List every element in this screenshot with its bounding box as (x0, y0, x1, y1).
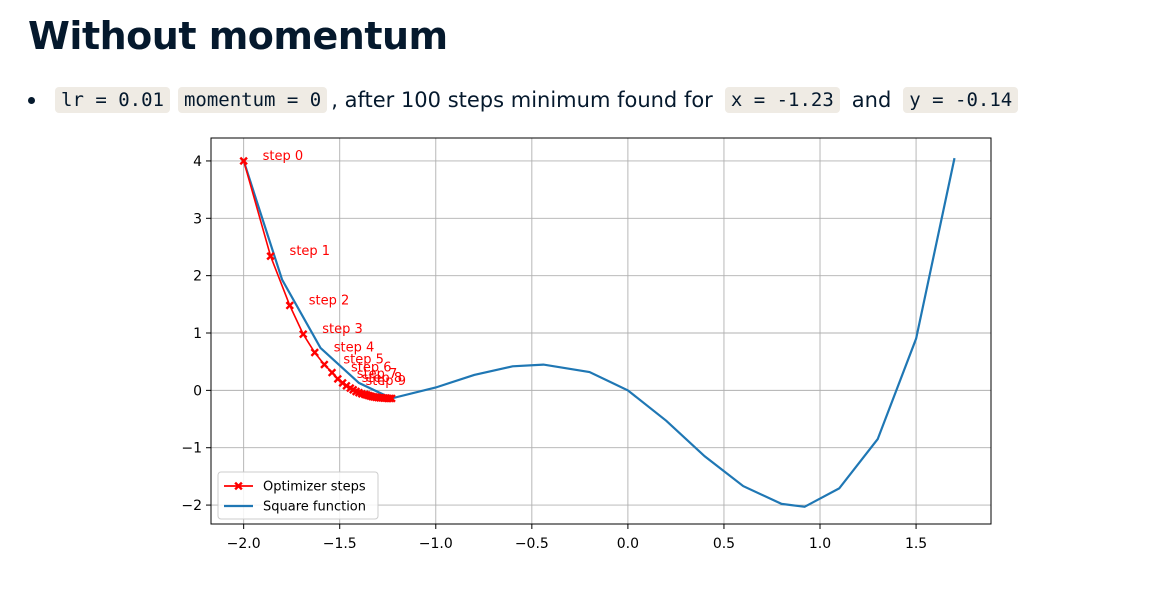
optimizer-step-marker-3 (299, 329, 308, 339)
x-tick-label-2: −1.0 (419, 536, 453, 552)
legend-marker-optimizer-steps (234, 481, 243, 491)
optimizer-step-marker-29 (387, 394, 396, 403)
y-tick-label-4: 2 (193, 269, 202, 285)
legend-box (217, 471, 379, 520)
plot-frame (210, 137, 992, 525)
optimizer-step-marker-4 (310, 348, 319, 357)
page-title: Without momentum (28, 14, 448, 58)
step-label-4: step 4 (334, 341, 375, 356)
code-momentum: momentum = 0 (177, 87, 328, 113)
y-tick-label-6: 4 (193, 154, 202, 170)
optimizer-step-marker-1 (266, 251, 275, 261)
step-label-1: step 1 (290, 244, 331, 259)
optimizer-step-marker-5 (320, 360, 329, 369)
code-lr: lr = 0.01 (55, 87, 170, 113)
optimizer-step-marker-6 (327, 368, 337, 377)
step-label-0: step 0 (263, 149, 304, 164)
step-label-8: step 8 (362, 371, 403, 386)
x-tick-label-7: 1.5 (905, 536, 927, 552)
y-tick-label-0: −2 (181, 498, 202, 514)
y-tick-label-3: 1 (193, 326, 202, 342)
bullet-dot (28, 96, 35, 104)
optimizer-step-marker-0 (239, 156, 248, 166)
step-label-9: step 9 (365, 374, 406, 389)
step-label-7: step 7 (357, 367, 398, 382)
x-tick-label-1: −1.5 (323, 536, 357, 552)
step-label-3: step 3 (322, 322, 363, 337)
y-tick-label-1: −1 (181, 441, 202, 457)
step-label-6: step 6 (351, 361, 392, 376)
legend: Optimizer steps Square function (217, 471, 379, 520)
legend-label-optimizer-steps: Optimizer steps (263, 480, 366, 495)
step-label-2: step 2 (309, 293, 350, 308)
x-tick-label-5: 0.5 (713, 536, 735, 552)
bullet-text-2: and (851, 88, 892, 112)
code-x: x = -1.23 (724, 87, 840, 113)
y-tick-label-2: 0 (193, 383, 202, 399)
code-y: y = -0.14 (903, 87, 1019, 113)
series-line-square-function (242, 157, 956, 508)
y-tick-label-5: 3 (193, 211, 202, 227)
legend-label-square-function: Square function (263, 500, 366, 515)
bullet-item: lr = 0.01 momentum = 0 , after 100 steps… (28, 84, 1019, 116)
x-tick-label-6: 1.0 (809, 536, 831, 552)
x-tick-label-0: −2.0 (227, 536, 261, 552)
x-tick-label-3: −0.5 (515, 536, 549, 552)
optimizer-step-marker-2 (285, 301, 294, 310)
x-tick-label-4: 0.0 (617, 536, 639, 552)
optimizer-step-marker-28 (385, 394, 394, 403)
step-label-5: step 5 (343, 353, 384, 368)
bullet-text-1: , after 100 steps minimum found for (331, 88, 713, 112)
